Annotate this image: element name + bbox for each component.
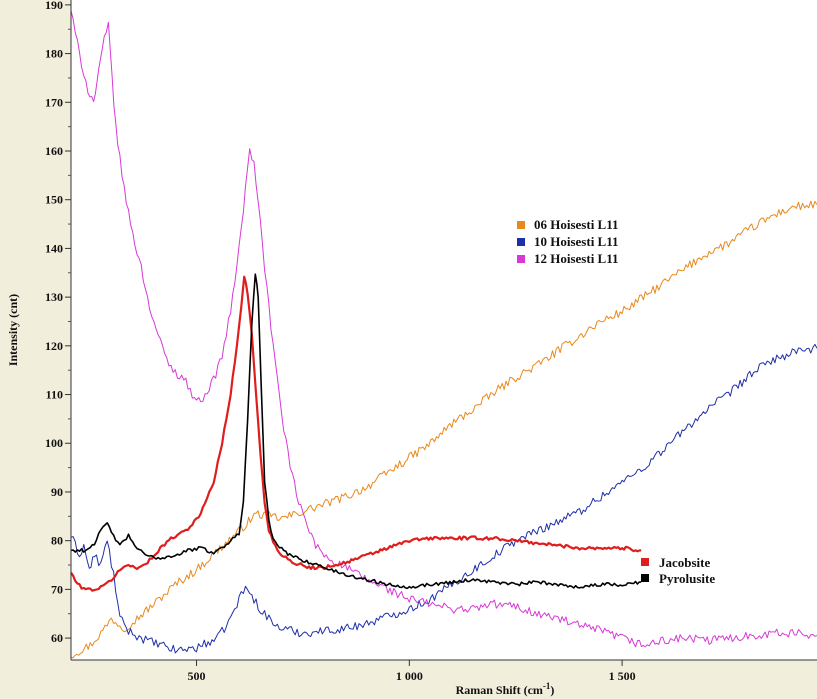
x-axis-title-superscript: -1 (543, 681, 551, 691)
jacobsite-swatch (641, 558, 649, 566)
x-tick-label-1000: 1 000 (396, 669, 423, 683)
y-tick-label-140: 140 (45, 241, 63, 255)
pyrolusite-swatch (641, 574, 649, 582)
series-line-jacobsite (70, 275, 642, 592)
y-tick-label-90: 90 (51, 485, 63, 499)
x-axis-title: Raman Shift (cm-1) (456, 681, 555, 697)
legend-swatch-06-hoisesti (517, 221, 525, 229)
legend-label-06-hoisesti: 06 Hoisesti L11 (534, 217, 619, 232)
y-tick-label-170: 170 (45, 95, 63, 109)
legend-swatch-10-hoisesti (517, 238, 525, 246)
series-line-12-hoisesti-l11 (70, 10, 817, 648)
y-tick-label-110: 110 (46, 388, 63, 402)
y-tick-label-120: 120 (45, 339, 63, 353)
y-tick-label-70: 70 (51, 582, 63, 596)
pyrolusite-label: Pyrolusite (659, 571, 715, 586)
y-axis-title: Intensity (cnt) (6, 294, 20, 366)
y-tick-label-190: 190 (45, 0, 63, 12)
y-tick-label-130: 130 (45, 290, 63, 304)
legend-swatch-12-hoisesti (517, 255, 525, 263)
series-line-06-hoisesti-l11 (70, 200, 817, 659)
legend-label-12-hoisesti: 12 Hoisesti L11 (534, 251, 619, 266)
series-line-10-hoisesti-l11 (70, 343, 817, 654)
x-axis-ticks: 500 1 000 1 500 (188, 660, 636, 683)
y-axis-ticks: 60 70 80 90 100 110 120 130 140 150 160 170 180 190 (45, 0, 71, 645)
series-end-labels: Jacobsite Pyrolusite (641, 555, 715, 586)
x-axis-title-main: Raman Shift (cm (456, 683, 543, 697)
y-tick-label-100: 100 (45, 436, 63, 450)
jacobsite-label: Jacobsite (659, 555, 711, 570)
series-line-pyrolusite (70, 273, 642, 590)
x-tick-label-500: 500 (188, 669, 206, 683)
y-tick-label-160: 160 (45, 144, 63, 158)
y-tick-label-60: 60 (51, 631, 63, 645)
legend-label-10-hoisesti: 10 Hoisesti L11 (534, 234, 619, 249)
legend: 06 Hoisesti L11 10 Hoisesti L11 12 Hoise… (517, 217, 619, 266)
y-tick-label-80: 80 (51, 534, 63, 548)
y-tick-label-150: 150 (45, 193, 63, 207)
y-tick-label-180: 180 (45, 47, 63, 61)
x-tick-label-1500: 1 500 (609, 669, 636, 683)
x-axis-title-close: ) (550, 683, 554, 697)
series-layer (70, 10, 817, 659)
